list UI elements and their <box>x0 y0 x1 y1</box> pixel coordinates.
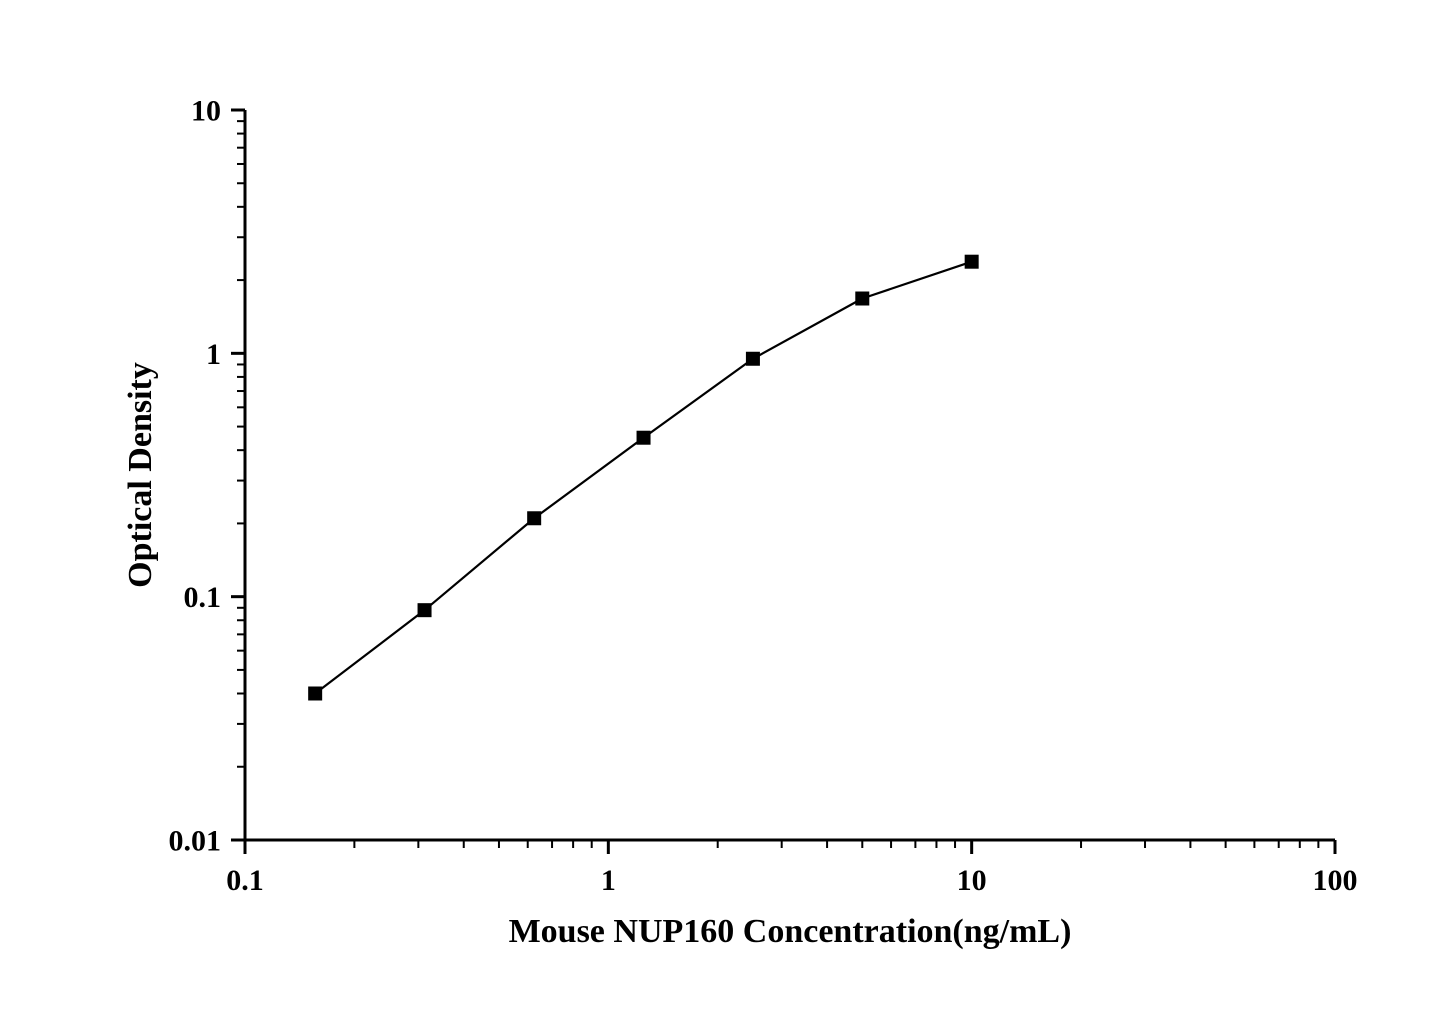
x-tick-label: 0.1 <box>226 864 264 897</box>
y-tick-label: 0.01 <box>169 825 222 858</box>
y-tick-label: 1 <box>206 338 221 371</box>
y-axis-label: Optical Density <box>122 362 159 588</box>
x-tick-label: 100 <box>1313 864 1358 897</box>
x-tick-label: 1 <box>601 864 616 897</box>
data-marker <box>308 686 322 700</box>
data-marker <box>965 255 979 269</box>
y-tick-label: 10 <box>191 95 221 128</box>
data-marker <box>527 511 541 525</box>
chart-svg: 0.11101000.010.1110Mouse NUP160 Concentr… <box>0 0 1445 1009</box>
x-tick-label: 10 <box>957 864 987 897</box>
chart-container: 0.11101000.010.1110Mouse NUP160 Concentr… <box>0 0 1445 1009</box>
data-marker <box>855 292 869 306</box>
data-marker <box>418 603 432 617</box>
y-tick-label: 0.1 <box>184 581 222 614</box>
data-marker <box>637 431 651 445</box>
x-axis-label: Mouse NUP160 Concentration(ng/mL) <box>509 913 1072 950</box>
data-marker <box>746 352 760 366</box>
